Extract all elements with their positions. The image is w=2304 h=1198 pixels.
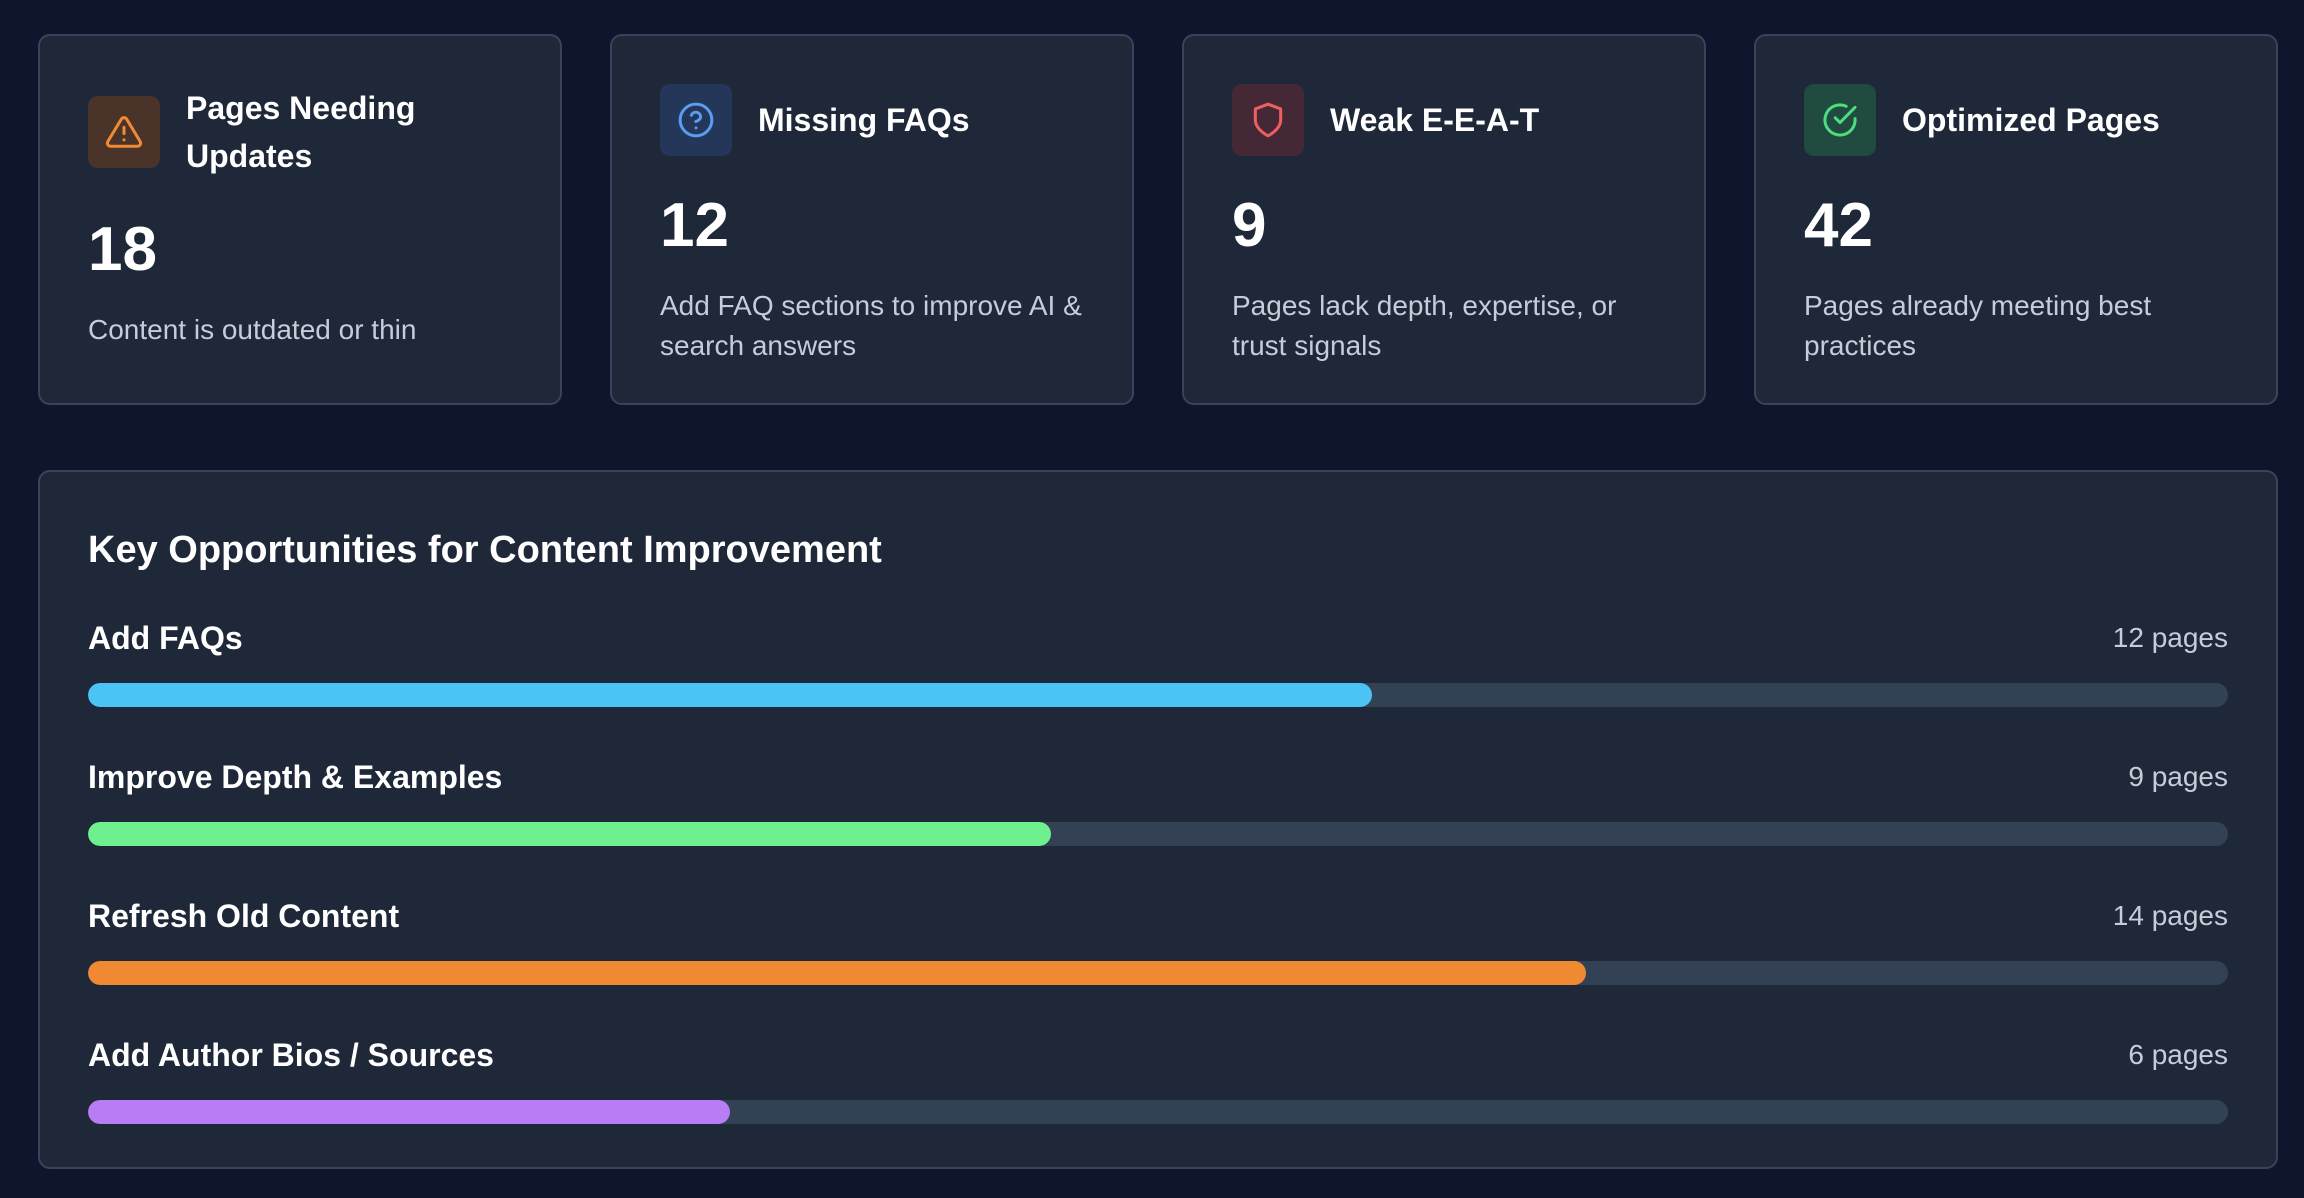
opportunity-count: 14 pages (2112, 900, 2228, 931)
progress-track (88, 961, 2228, 985)
progress-fill (88, 822, 1051, 846)
stat-description: Content is outdated or thin (88, 314, 417, 345)
opportunity-add-faqs[interactable]: Add FAQs 12 pages (88, 618, 2228, 707)
stat-description: Pages lack depth, expertise, or trust si… (1232, 290, 1617, 361)
opportunity-refresh-content[interactable]: Refresh Old Content 14 pages (88, 896, 2228, 985)
panel-title: Key Opportunities for Content Improvemen… (88, 529, 882, 571)
stat-title: Pages Needing Updates (186, 90, 416, 174)
stat-card-weak-eeat[interactable]: Weak E-E-A-T 9 Pages lack depth, experti… (1182, 34, 1706, 405)
check-circle-icon (1804, 84, 1876, 156)
warning-triangle-icon (88, 96, 160, 168)
stat-value: 12 (660, 191, 729, 260)
question-circle-icon (660, 84, 732, 156)
stat-card-missing-faqs[interactable]: Missing FAQs 12 Add FAQ sections to impr… (610, 34, 1134, 405)
progress-fill (88, 683, 1372, 707)
opportunity-improve-depth[interactable]: Improve Depth & Examples 9 pages (88, 757, 2228, 846)
progress-track (88, 1100, 2228, 1124)
opportunity-author-bios[interactable]: Add Author Bios / Sources 6 pages (88, 1035, 2228, 1124)
stat-card-optimized-pages[interactable]: Optimized Pages 42 Pages already meeting… (1754, 34, 2278, 405)
stat-value: 42 (1804, 191, 1873, 260)
opportunity-count: 9 pages (2128, 761, 2228, 792)
opportunity-label: Improve Depth & Examples (88, 758, 503, 795)
stat-card-pages-needing-updates[interactable]: Pages Needing Updates 18 Content is outd… (38, 34, 562, 405)
progress-track (88, 683, 2228, 707)
stats-cards: Pages Needing Updates 18 Content is outd… (38, 34, 2278, 405)
stat-value: 9 (1232, 191, 1267, 260)
opportunity-list: Add FAQs 12 pages Improve Depth & Exampl… (88, 618, 2228, 1124)
opportunity-label: Refresh Old Content (88, 897, 400, 934)
progress-fill (88, 1100, 730, 1124)
stat-description: Add FAQ sections to improve AI & search … (660, 290, 1082, 361)
progress-track (88, 822, 2228, 846)
stat-title: Missing FAQs (758, 102, 970, 138)
opportunity-count: 6 pages (2128, 1039, 2228, 1070)
opportunity-label: Add Author Bios / Sources (88, 1036, 494, 1073)
progress-fill (88, 961, 1586, 985)
shield-icon (1232, 84, 1304, 156)
stat-title: Optimized Pages (1902, 102, 2160, 138)
opportunities-panel: Key Opportunities for Content Improvemen… (38, 470, 2278, 1169)
opportunity-count: 12 pages (2112, 622, 2228, 653)
opportunity-label: Add FAQs (88, 619, 243, 656)
stat-description: Pages already meeting best practices (1804, 290, 2152, 361)
stat-value: 18 (88, 215, 157, 284)
stat-title: Weak E-E-A-T (1330, 102, 1540, 138)
